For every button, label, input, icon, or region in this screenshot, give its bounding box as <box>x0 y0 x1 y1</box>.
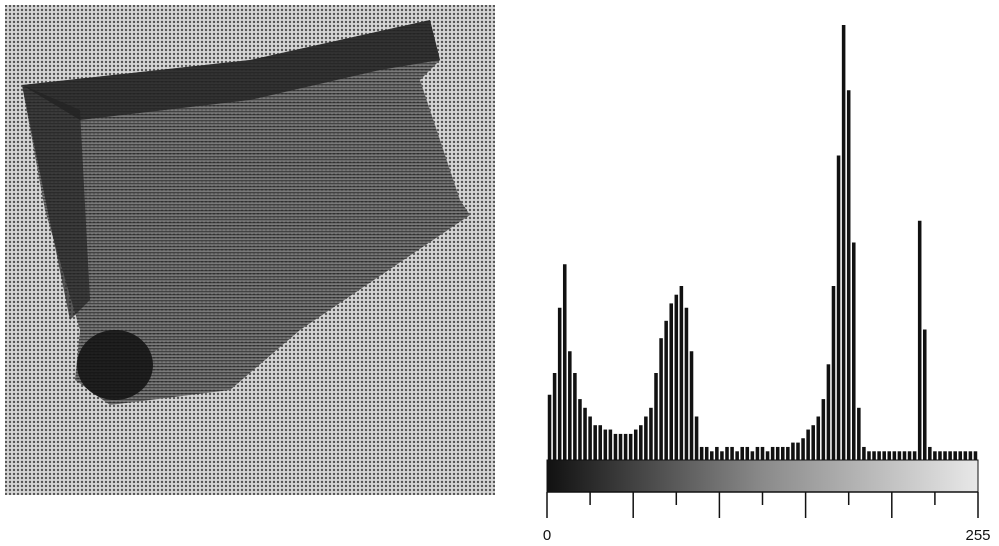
bar <box>867 451 871 460</box>
bar <box>710 451 714 460</box>
bar <box>964 451 968 460</box>
bar <box>969 451 973 460</box>
bar <box>548 395 552 460</box>
bar <box>761 447 765 460</box>
bar <box>634 430 638 460</box>
bar <box>649 408 653 460</box>
bar <box>675 295 679 460</box>
bar <box>639 425 643 460</box>
bar <box>903 451 907 460</box>
bar <box>953 451 957 460</box>
bar <box>801 438 805 460</box>
bar <box>746 447 750 460</box>
bar <box>786 447 790 460</box>
bar <box>928 447 932 460</box>
bar <box>593 425 597 460</box>
bar <box>918 221 922 460</box>
bar <box>913 451 917 460</box>
bar <box>877 451 881 460</box>
bar <box>791 443 795 460</box>
bar <box>842 25 846 460</box>
bar <box>822 399 826 460</box>
bar <box>837 156 841 461</box>
bar <box>553 373 557 460</box>
bar <box>573 373 577 460</box>
bar <box>700 447 704 460</box>
gray-ramp <box>547 460 978 492</box>
bar <box>872 451 876 460</box>
bar <box>604 430 608 460</box>
bar <box>781 447 785 460</box>
bar <box>705 447 709 460</box>
bar <box>776 447 780 460</box>
histogram <box>548 25 977 460</box>
bar <box>766 451 770 460</box>
bar <box>568 351 572 460</box>
bar <box>695 417 699 461</box>
bar <box>588 417 592 461</box>
bar <box>619 434 623 460</box>
bar <box>725 447 729 460</box>
bar <box>923 330 927 461</box>
bar <box>751 451 755 460</box>
bar <box>563 264 567 460</box>
bar <box>669 303 673 460</box>
bar <box>730 447 734 460</box>
bar <box>862 447 866 460</box>
bar <box>614 434 618 460</box>
bar <box>974 451 978 460</box>
bar <box>644 417 648 461</box>
bar <box>832 286 836 460</box>
bar <box>735 451 739 460</box>
bar <box>811 425 815 460</box>
bar <box>817 417 821 461</box>
bar <box>898 451 902 460</box>
bar <box>847 90 851 460</box>
bar <box>958 451 962 460</box>
bar <box>938 451 942 460</box>
x-tick-label: 255 <box>965 527 990 544</box>
bar <box>609 430 613 460</box>
bar <box>852 243 856 461</box>
x-tick-label: 0 <box>543 527 551 544</box>
bar <box>943 451 947 460</box>
bar <box>857 408 861 460</box>
bar <box>827 364 831 460</box>
bar <box>558 308 562 460</box>
bar <box>685 308 689 460</box>
figure: 0 255 <box>0 0 999 546</box>
bar <box>887 451 891 460</box>
bar <box>720 451 724 460</box>
bar <box>664 321 668 460</box>
bar <box>806 430 810 460</box>
bar <box>796 443 800 460</box>
bar <box>740 447 744 460</box>
bar <box>659 338 663 460</box>
bar <box>756 447 760 460</box>
bar <box>933 451 937 460</box>
bar <box>948 451 952 460</box>
halftone-photo <box>5 5 495 495</box>
bar <box>893 451 897 460</box>
bar <box>882 451 886 460</box>
bar <box>654 373 658 460</box>
bar <box>583 408 587 460</box>
bar <box>629 434 633 460</box>
bar <box>578 399 582 460</box>
bar <box>680 286 684 460</box>
bar <box>690 351 694 460</box>
bar <box>908 451 912 460</box>
bar <box>624 434 628 460</box>
bar <box>715 447 719 460</box>
bar <box>771 447 775 460</box>
bar <box>598 425 602 460</box>
